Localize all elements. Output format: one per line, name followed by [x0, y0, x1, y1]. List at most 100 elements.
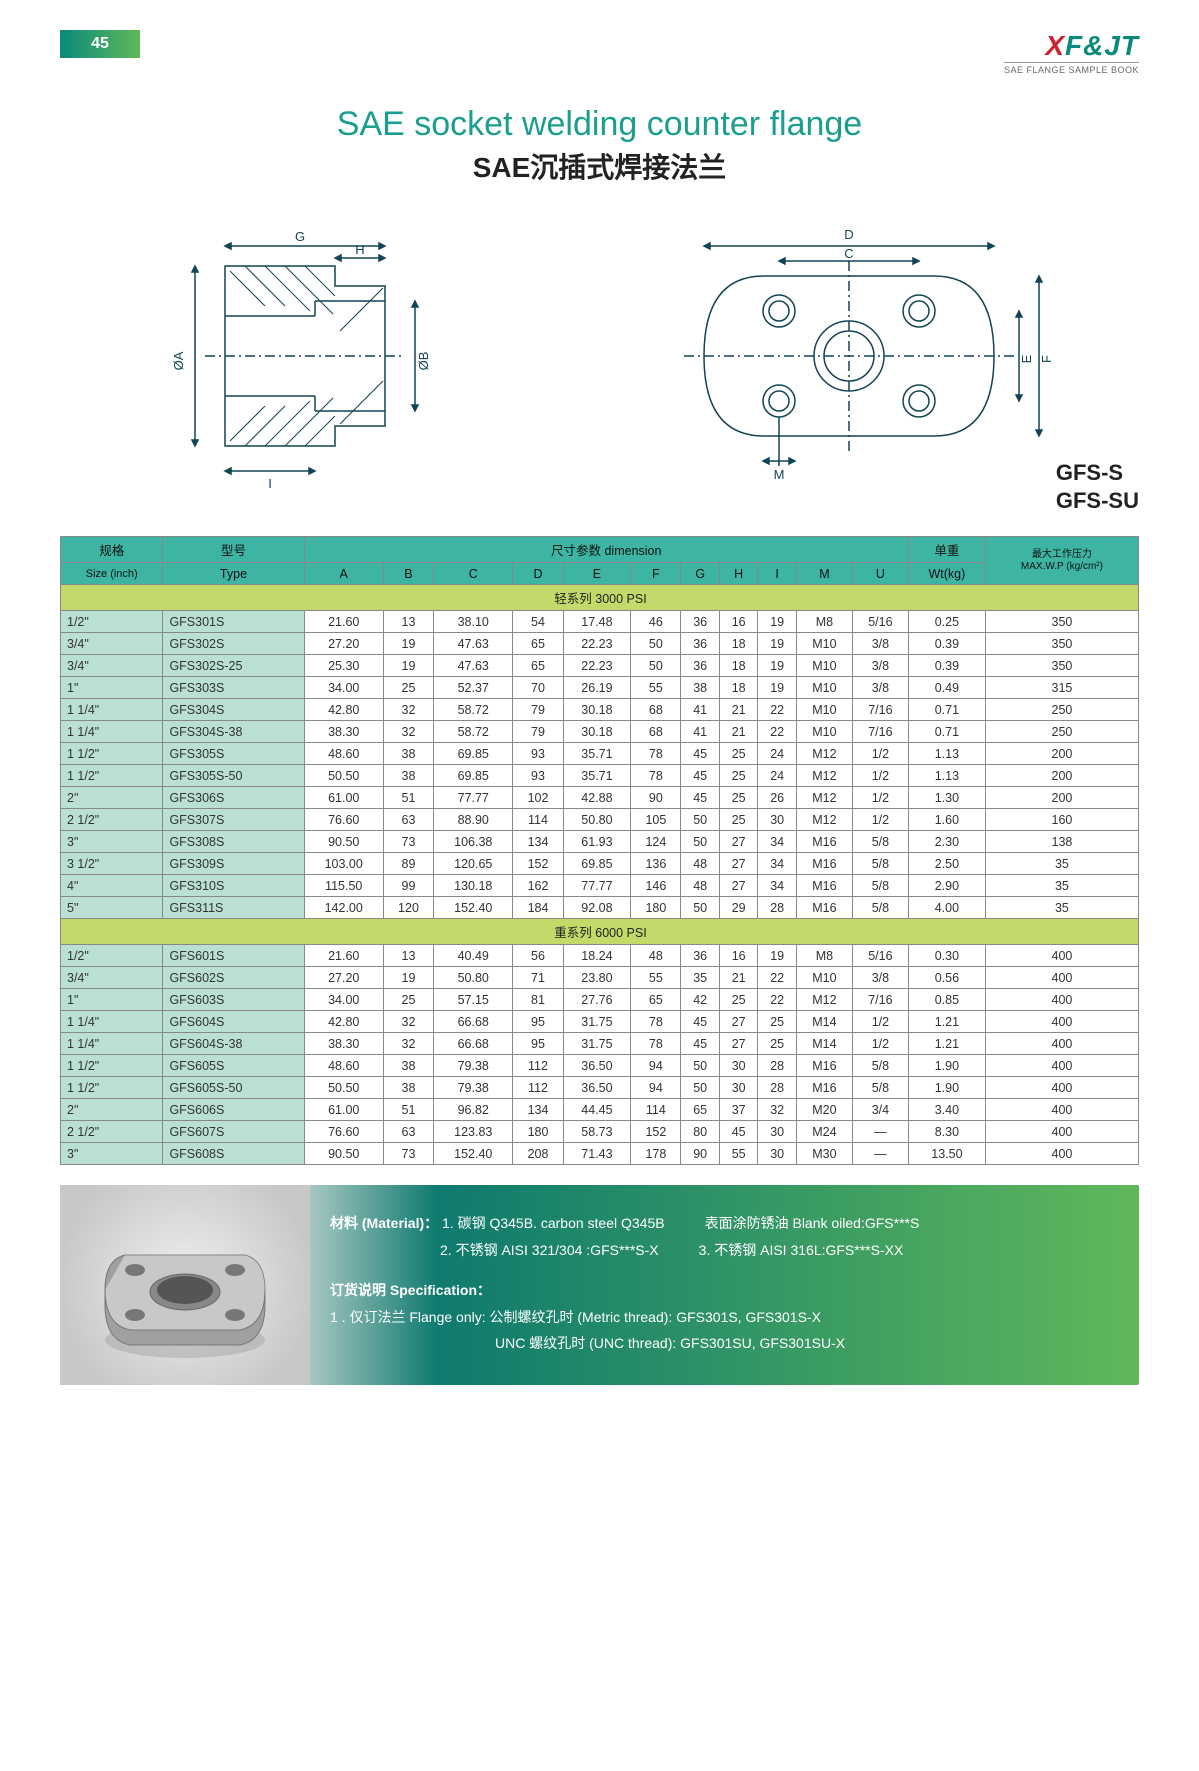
cell-value: 19: [758, 655, 796, 677]
cell-value: 136: [631, 853, 681, 875]
dim-oa: ØA: [171, 351, 186, 370]
cell-value: 0.25: [908, 611, 985, 633]
cell-value: 57.15: [434, 989, 513, 1011]
model-codes: GFS-S GFS-SU: [1056, 459, 1139, 516]
cell-value: 34.00: [304, 989, 383, 1011]
cell-value: 152: [631, 1121, 681, 1143]
cell-value: 58.72: [434, 699, 513, 721]
cell-value: 65: [681, 1099, 719, 1121]
cell-value: 24: [758, 743, 796, 765]
hdr-D: D: [513, 563, 563, 585]
cell-value: 1.13: [908, 743, 985, 765]
cell-value: 71.43: [563, 1143, 631, 1165]
cell-value: 4.00: [908, 897, 985, 919]
cell-value: 27: [719, 1011, 757, 1033]
cell-type: GFS605S-50: [163, 1077, 304, 1099]
cell-value: 106.38: [434, 831, 513, 853]
cell-value: M16: [796, 853, 852, 875]
cell-value: 94: [631, 1077, 681, 1099]
cell-value: 77.77: [563, 875, 631, 897]
cell-value: 45: [681, 743, 719, 765]
cell-value: 152.40: [434, 897, 513, 919]
cell-value: 58.73: [563, 1121, 631, 1143]
cell-value: 76.60: [304, 809, 383, 831]
cell-size: 3": [61, 831, 163, 853]
cell-value: 32: [758, 1099, 796, 1121]
cell-value: 22.23: [563, 633, 631, 655]
cell-value: 92.08: [563, 897, 631, 919]
cell-value: 94: [631, 1055, 681, 1077]
cell-value: 93: [513, 765, 563, 787]
cell-value: 19: [758, 677, 796, 699]
cell-value: 34.00: [304, 677, 383, 699]
cell-value: 36: [681, 633, 719, 655]
cell-value: 61.00: [304, 787, 383, 809]
cell-size: 1 1/4": [61, 1033, 163, 1055]
cell-value: 40.49: [434, 945, 513, 967]
dim-f: F: [1039, 355, 1054, 363]
cell-value: M16: [796, 1055, 852, 1077]
cell-value: 45: [681, 765, 719, 787]
cell-value: 69.85: [434, 743, 513, 765]
cell-value: 55: [631, 967, 681, 989]
cell-value: 16: [719, 611, 757, 633]
cell-value: 7/16: [852, 721, 908, 743]
cell-value: 90: [681, 1143, 719, 1165]
cell-value: 78: [631, 765, 681, 787]
cell-value: 130.18: [434, 875, 513, 897]
cell-value: 123.83: [434, 1121, 513, 1143]
cell-value: 27.20: [304, 633, 383, 655]
cell-value: 50: [681, 809, 719, 831]
cell-value: 38: [681, 677, 719, 699]
cell-value: 35: [681, 967, 719, 989]
cell-type: GFS606S: [163, 1099, 304, 1121]
cell-value: 19: [383, 633, 433, 655]
cell-type: GFS301S: [163, 611, 304, 633]
cell-value: 38: [383, 1077, 433, 1099]
cell-value: 27: [719, 831, 757, 853]
cell-value: 7/16: [852, 699, 908, 721]
cell-value: 34: [758, 831, 796, 853]
cell-value: 0.71: [908, 699, 985, 721]
cell-value: 400: [985, 1011, 1138, 1033]
cell-value: 28: [758, 1055, 796, 1077]
cell-value: 42.88: [563, 787, 631, 809]
cell-value: 35: [985, 897, 1138, 919]
cell-size: 1 1/4": [61, 721, 163, 743]
cell-value: 21: [719, 967, 757, 989]
cell-value: M20: [796, 1099, 852, 1121]
cell-size: 1 1/4": [61, 699, 163, 721]
spec-table: 规格 型号 尺寸参数 dimension 单重 最大工作压力MAX.W.P (k…: [60, 536, 1139, 1165]
cell-value: 38.10: [434, 611, 513, 633]
cell-type: GFS307S: [163, 809, 304, 831]
cell-value: M10: [796, 967, 852, 989]
cell-value: 79.38: [434, 1077, 513, 1099]
cell-value: 68: [631, 699, 681, 721]
cell-value: 90: [631, 787, 681, 809]
cell-value: 50.80: [434, 967, 513, 989]
cell-value: 350: [985, 633, 1138, 655]
cell-value: 30: [719, 1077, 757, 1099]
cell-value: 81: [513, 989, 563, 1011]
cell-value: 25: [383, 989, 433, 1011]
cell-value: 29: [719, 897, 757, 919]
cell-value: 30.18: [563, 721, 631, 743]
cell-value: 38: [383, 743, 433, 765]
cell-value: 78: [631, 1011, 681, 1033]
cell-size: 2 1/2": [61, 809, 163, 831]
cell-value: 50.50: [304, 1077, 383, 1099]
cell-type: GFS305S: [163, 743, 304, 765]
dim-i: I: [268, 476, 272, 491]
cell-value: 38.30: [304, 1033, 383, 1055]
cell-value: 48: [631, 945, 681, 967]
spec-2: UNC 螺纹孔时 (UNC thread): GFS301SU, GFS301S…: [330, 1330, 1119, 1357]
cell-value: 2.50: [908, 853, 985, 875]
cell-value: 32: [383, 699, 433, 721]
cell-value: 48: [681, 853, 719, 875]
cell-value: 25.30: [304, 655, 383, 677]
cell-value: 152.40: [434, 1143, 513, 1165]
cell-value: 1/2: [852, 765, 908, 787]
cell-value: 88.90: [434, 809, 513, 831]
cell-value: 124: [631, 831, 681, 853]
cell-value: 70: [513, 677, 563, 699]
